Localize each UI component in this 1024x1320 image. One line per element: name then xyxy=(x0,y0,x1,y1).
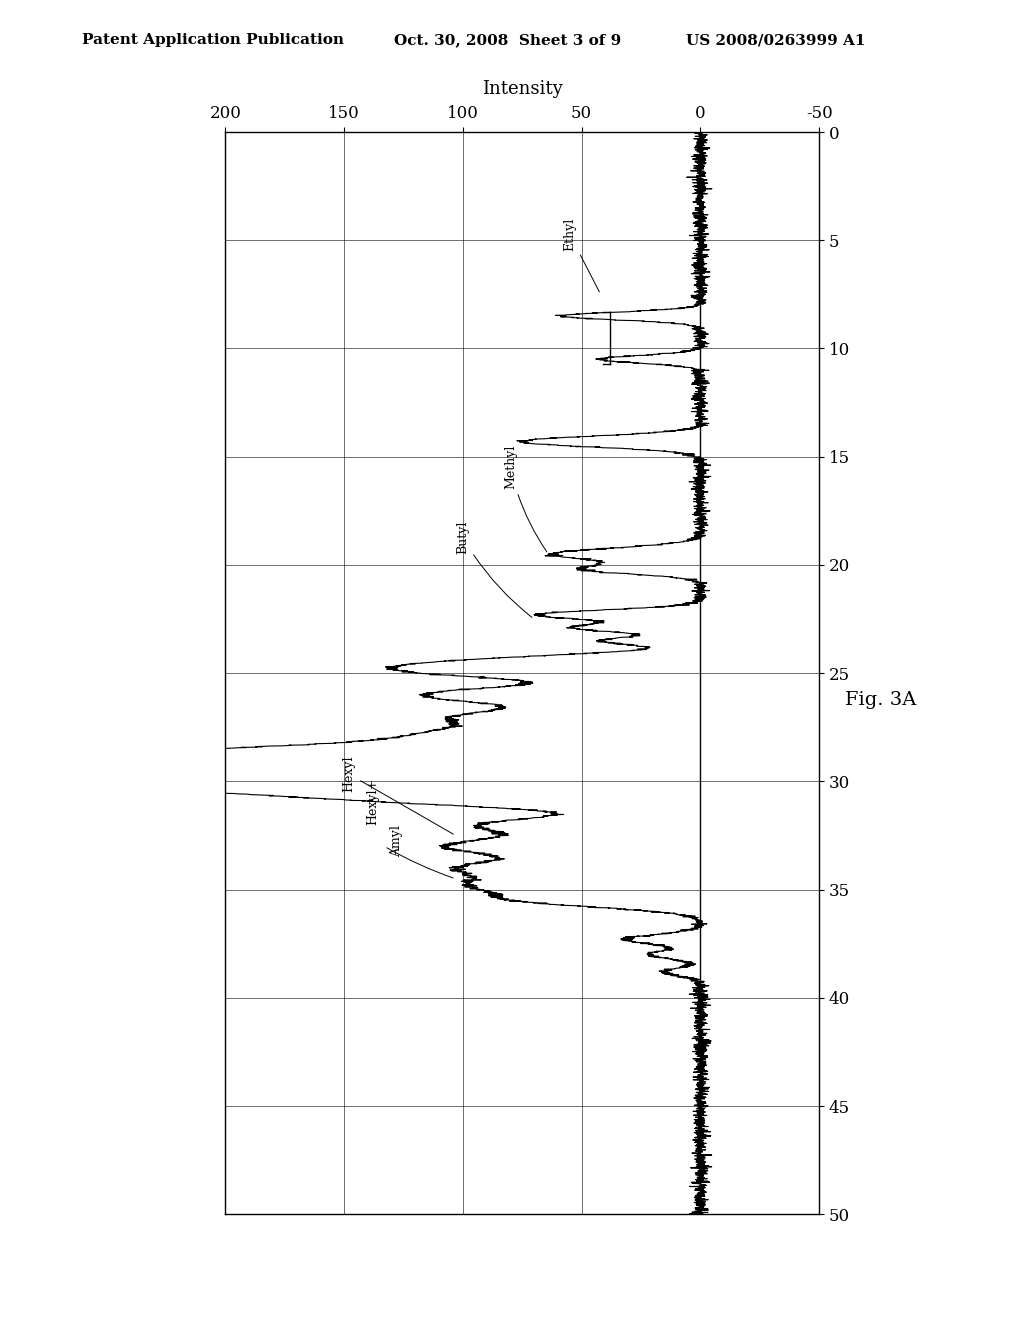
Text: Butyl: Butyl xyxy=(457,521,531,618)
Text: US 2008/0263999 A1: US 2008/0263999 A1 xyxy=(686,33,865,48)
Text: Oct. 30, 2008  Sheet 3 of 9: Oct. 30, 2008 Sheet 3 of 9 xyxy=(394,33,622,48)
X-axis label: Intensity: Intensity xyxy=(482,81,562,98)
Text: Ethyl: Ethyl xyxy=(563,218,599,292)
Text: Amyl: Amyl xyxy=(390,825,402,857)
Text: Hexyl+: Hexyl+ xyxy=(366,777,379,825)
Text: Patent Application Publication: Patent Application Publication xyxy=(82,33,344,48)
Text: Methyl: Methyl xyxy=(504,445,547,552)
Text: Fig. 3A: Fig. 3A xyxy=(845,690,916,709)
Text: Hexyl: Hexyl xyxy=(342,756,454,834)
